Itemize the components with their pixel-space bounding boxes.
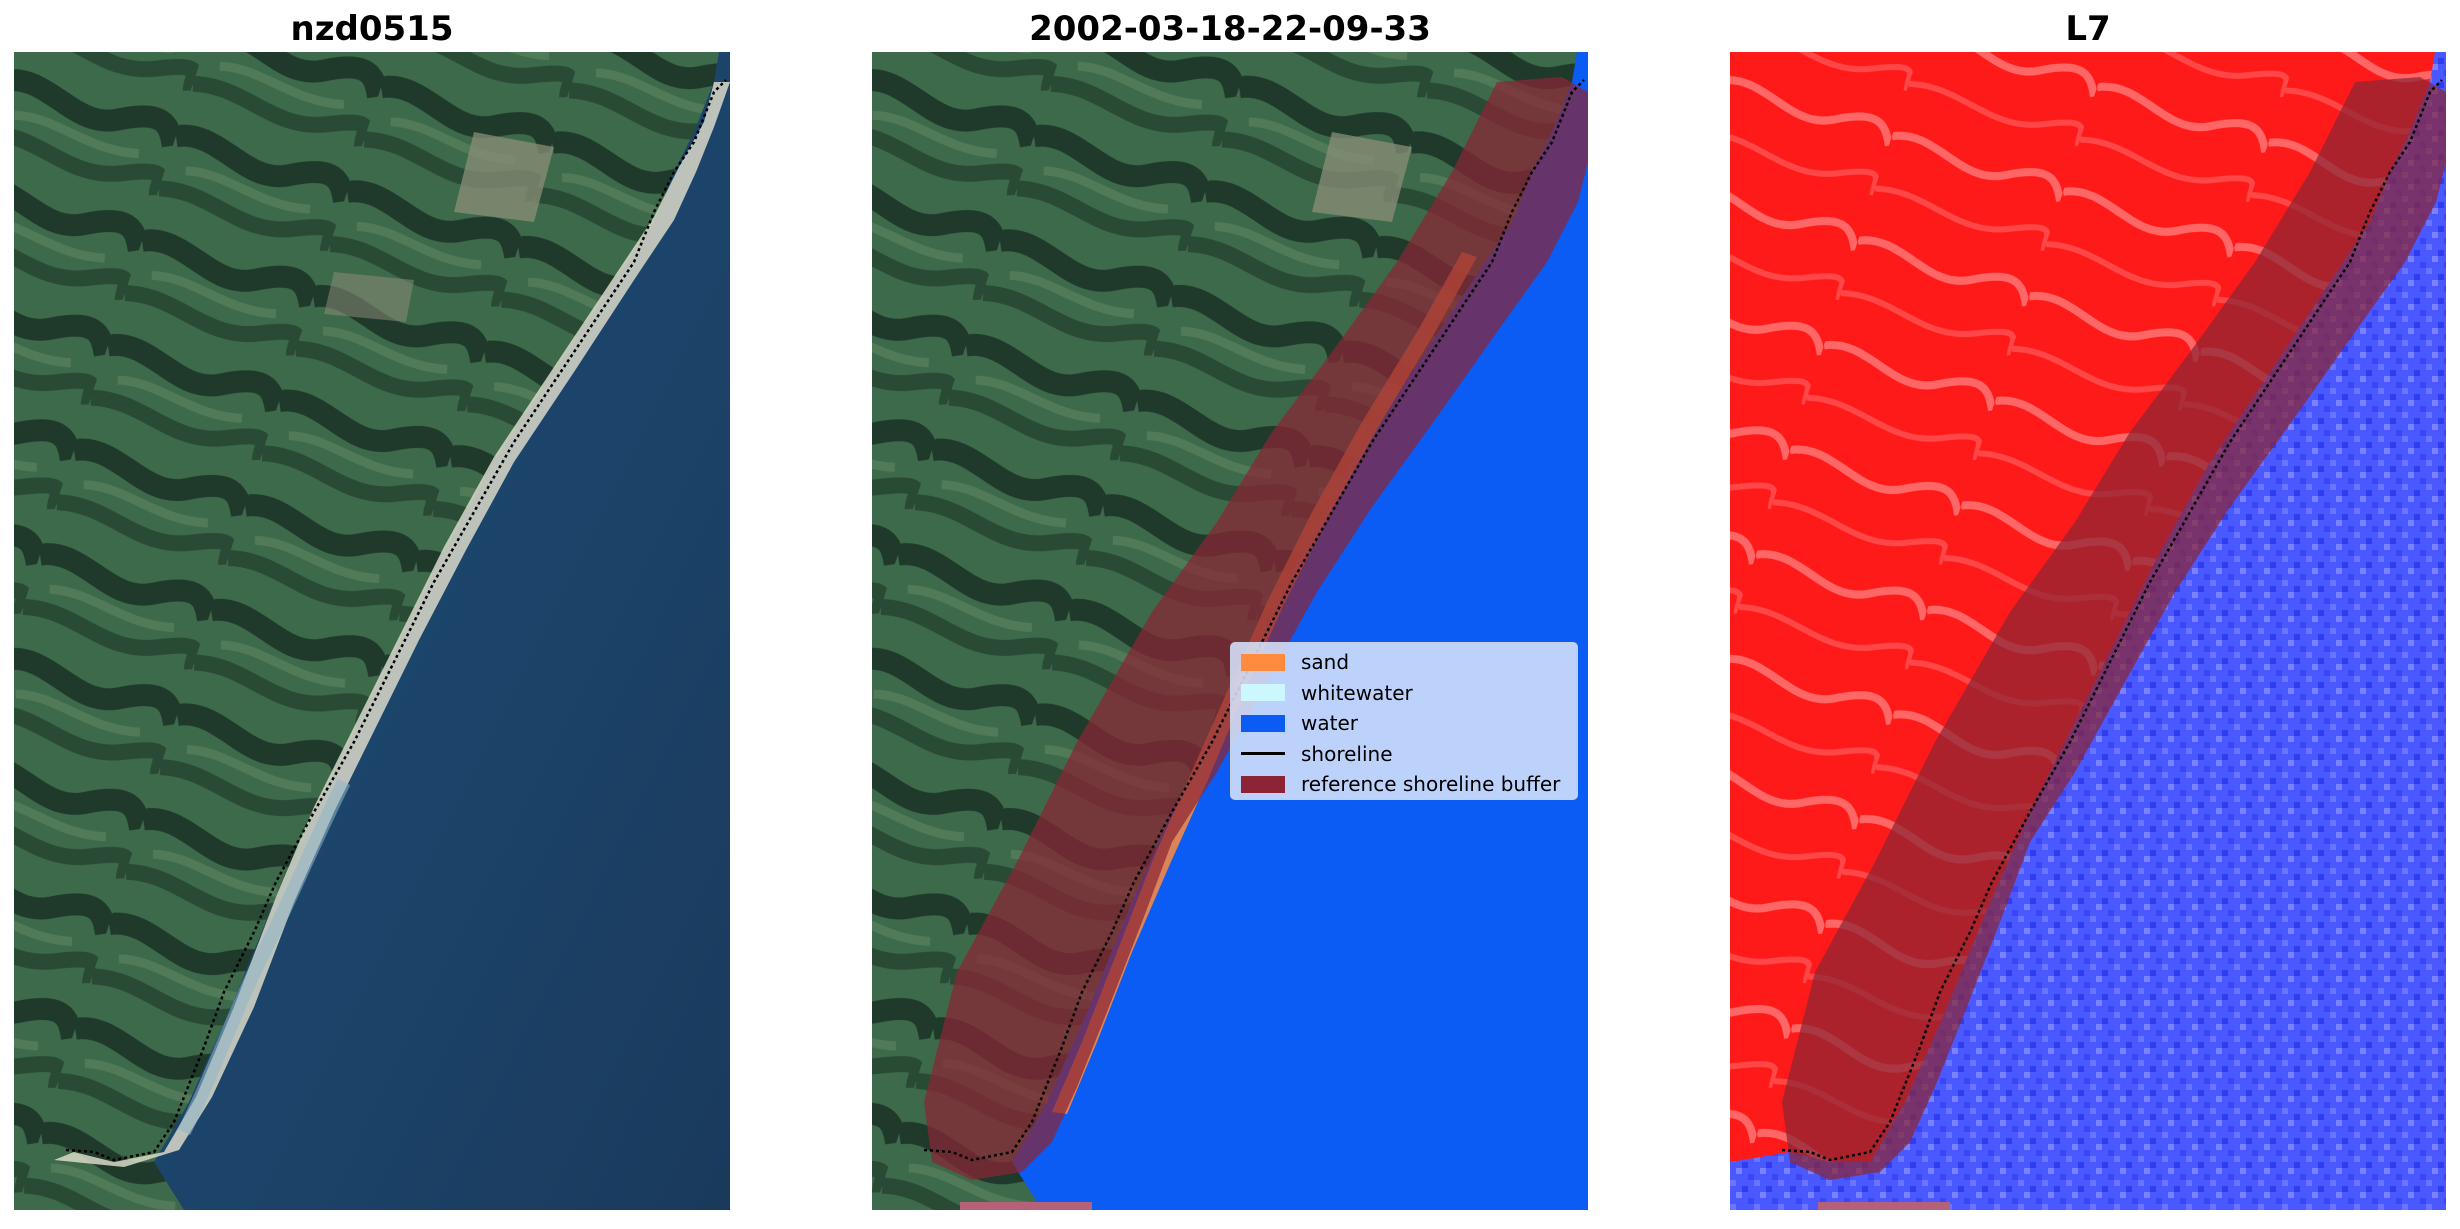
legend-item-shoreline: shoreline	[1237, 739, 1571, 770]
rgb-image-panel	[14, 52, 730, 1210]
legend-item-buffer: reference shoreline buffer	[1237, 769, 1571, 800]
whitewater-swatch	[1241, 684, 1285, 702]
water-swatch	[1241, 714, 1285, 732]
legend-label: whitewater	[1301, 680, 1413, 705]
legend-item-water: water	[1237, 708, 1571, 739]
index-image-panel	[1730, 52, 2446, 1210]
reference-buffer	[924, 77, 1588, 1180]
panel-title-classified: 2002-03-18-22-09-33	[1029, 9, 1431, 49]
legend-label: shoreline	[1301, 741, 1393, 766]
shoreline-swatch	[1241, 752, 1285, 756]
legend-label: sand	[1301, 650, 1350, 675]
panel-title-index: L7	[2065, 9, 2111, 49]
legend-label: water	[1301, 711, 1358, 736]
shoreline-line	[1781, 79, 2443, 1162]
legend-item-sand: sand	[1237, 647, 1571, 678]
classified-image-panel	[872, 52, 1588, 1210]
buffer-swatch	[1241, 775, 1285, 793]
legend-label: reference shoreline buffer	[1301, 772, 1561, 797]
index-image	[1730, 52, 2446, 1210]
legend: sand whitewater water shoreline referenc…	[1230, 642, 1578, 800]
reference-buffer	[1782, 77, 2446, 1180]
shoreline-line	[65, 79, 727, 1162]
sand-swatch	[1241, 653, 1285, 671]
panel-title-rgb: nzd0515	[290, 9, 454, 49]
classified-image	[872, 52, 1588, 1210]
legend-item-whitewater: whitewater	[1237, 678, 1571, 709]
rgb-satellite-image	[14, 52, 730, 1210]
